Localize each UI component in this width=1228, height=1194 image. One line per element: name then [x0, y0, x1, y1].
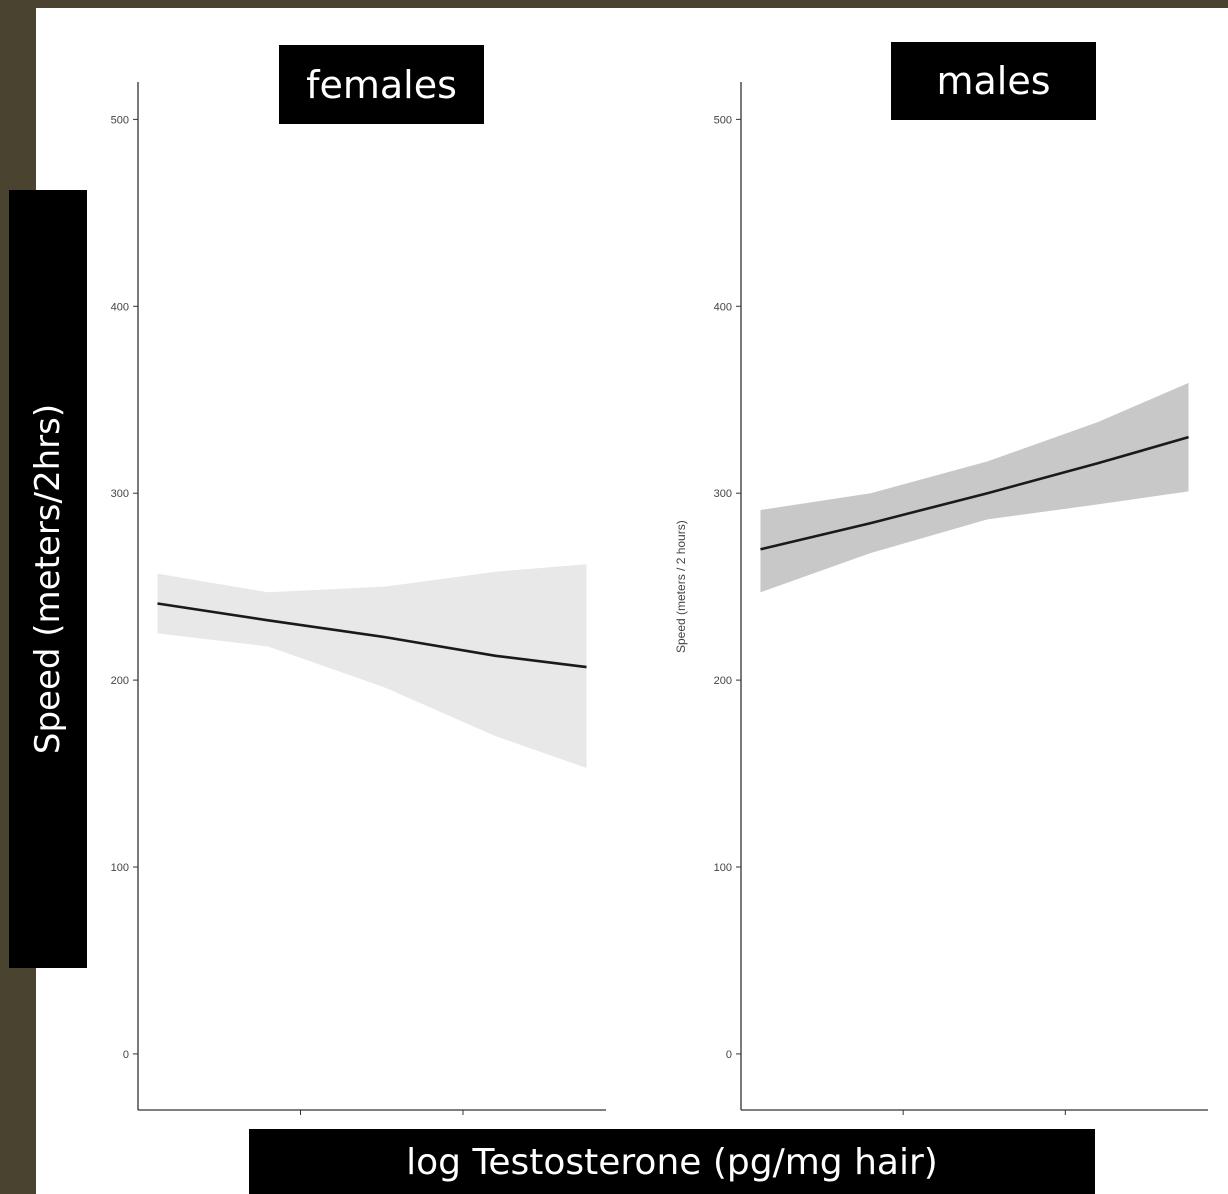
males-y-tick-label-0: 0: [726, 1049, 732, 1061]
females-confidence-band-0: [157, 564, 587, 768]
females-regression-line-0: [157, 602, 587, 669]
males-title: males: [891, 42, 1096, 120]
males-regression-line-0: [760, 435, 1189, 551]
females-y-tick-label-200: 200: [111, 675, 129, 687]
males-title-text: males: [936, 59, 1051, 103]
y-axis-label-box: Speed (meters/2hrs): [9, 190, 87, 968]
males-confidence-band-0: [760, 382, 1189, 593]
males-y-tick-label-200: 200: [714, 675, 732, 687]
females-y-tick-label-0: 0: [123, 1049, 129, 1061]
females-y-tick-label-100: 100: [111, 862, 129, 874]
males-y-tick-label-100: 100: [714, 862, 732, 874]
females-y-tick-label-300: 300: [111, 488, 129, 500]
slide: 0 100 200 300 400 500 0 100 200 300 400 500 Speed (m…: [36, 8, 1228, 1194]
females-title: females: [279, 45, 484, 124]
x-axis-label: log Testosterone (pg/mg hair): [406, 1142, 938, 1183]
females-y-tick-label-400: 400: [111, 301, 129, 313]
x-axis-label-box: log Testosterone (pg/mg hair): [249, 1129, 1095, 1194]
males-y-tick-label-400: 400: [714, 301, 732, 313]
y-axis-label: Speed (meters/2hrs): [28, 403, 69, 755]
females-y-tick-label-500: 500: [111, 114, 129, 126]
males-y-tick-label-500: 500: [714, 114, 732, 126]
females-title-text: females: [306, 62, 457, 107]
males-inner-y-label: Speed (meters / 2 hours): [674, 520, 688, 653]
males-y-tick-label-300: 300: [714, 488, 732, 500]
chart-svg: 0 100 200 300 400 500 0 100 200 300 400 500 Speed (m…: [111, 82, 1208, 1115]
